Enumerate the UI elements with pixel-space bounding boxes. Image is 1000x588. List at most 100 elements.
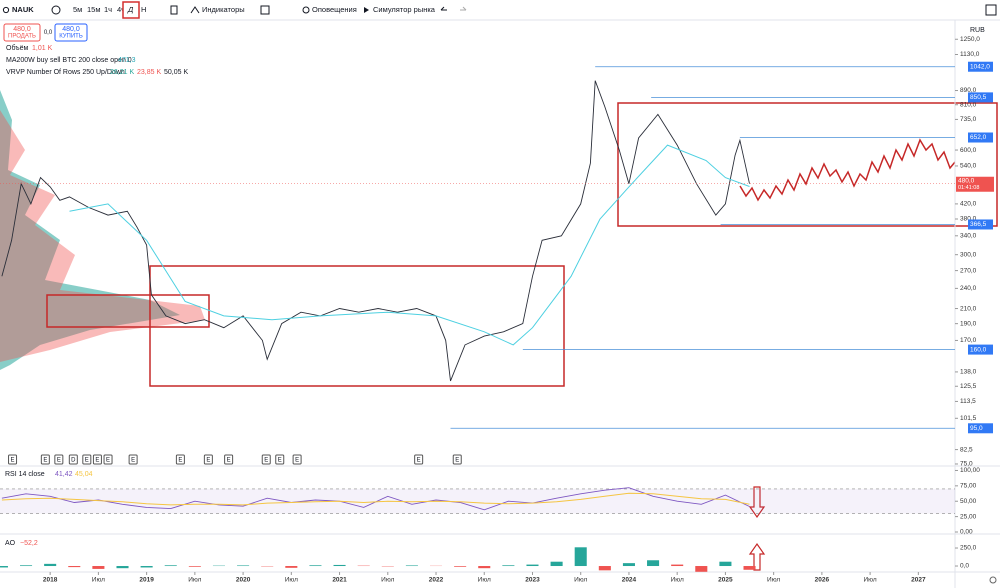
legend-value: 23,85 K [137, 69, 161, 76]
panel-value: 41,42 [55, 471, 73, 478]
event-marker[interactable] [68, 454, 78, 465]
indicators-icon[interactable] [190, 6, 200, 14]
event-label: D [71, 458, 76, 464]
event-label: E [278, 458, 282, 464]
legend-ma: MA200W buy sell BTC 200 close open 0 [6, 57, 132, 64]
ao-bar [695, 566, 708, 572]
event-marker[interactable] [292, 454, 302, 465]
volume-profile-up [0, 90, 180, 370]
x-tick-label: Июл [188, 577, 201, 584]
add-symbol[interactable] [51, 5, 61, 15]
event-marker[interactable] [92, 454, 102, 465]
y-tick-label: 890,0 [960, 87, 977, 94]
event-marker[interactable] [224, 454, 234, 465]
ao-bar [68, 566, 81, 568]
y-tick-label: 75,0 [960, 461, 973, 468]
level-tag-label: 160,0 [970, 346, 987, 353]
interval[interactable]: 15м [87, 5, 101, 14]
event-marker[interactable] [40, 454, 50, 465]
replay-button[interactable]: Симулятор рынка [373, 5, 436, 14]
alerts-button[interactable]: Оповещения [312, 5, 357, 14]
ao-bar [0, 566, 8, 568]
event-label: E [43, 458, 47, 464]
down-arrow [748, 486, 766, 519]
event-marker[interactable] [54, 454, 64, 465]
search-icon[interactable] [2, 6, 10, 14]
x-tick-label: 2021 [332, 577, 347, 584]
y-tick-label: 380,0 [960, 216, 977, 223]
y-tick-label: 82,5 [960, 446, 973, 453]
event-label: E [57, 458, 61, 464]
interval[interactable]: Д [127, 5, 134, 14]
chart-type-icon[interactable] [170, 5, 178, 15]
ao-bar [478, 566, 491, 569]
event-marker[interactable] [203, 454, 213, 465]
interval[interactable]: 5м [73, 5, 82, 14]
x-tick-label: Июл [92, 577, 105, 584]
symbol[interactable]: NAUK [12, 5, 34, 14]
range-box [617, 102, 998, 227]
y-tick-label: 735,0 [960, 116, 977, 123]
y-tick-label: 270,0 [960, 267, 977, 274]
event-marker[interactable] [452, 454, 462, 465]
y-tick-label: 240,0 [960, 285, 977, 292]
event-marker[interactable] [175, 454, 185, 465]
legend-value: 1,01 K [32, 45, 53, 52]
y-tick-label: 75,00 [960, 483, 977, 490]
last-price-label: 480,0 [958, 177, 975, 184]
legend-value: 50,05 K [164, 69, 188, 76]
last-price-tag [956, 176, 994, 192]
y-tick-label: 125,5 [960, 383, 977, 390]
level-tag-label: 1042,0 [970, 63, 990, 70]
event-marker[interactable] [261, 454, 271, 465]
ao-bar [622, 563, 635, 567]
event-marker[interactable] [128, 454, 138, 465]
ao-bar [20, 565, 33, 567]
level-tag [968, 344, 993, 355]
ao-bar [140, 566, 153, 568]
x-tick-label: Июл [767, 577, 780, 584]
settings-icon[interactable] [989, 576, 997, 584]
event-marker[interactable] [82, 454, 92, 465]
event-label: E [295, 458, 299, 464]
sell-button[interactable] [3, 23, 41, 42]
undo[interactable] [440, 6, 447, 11]
redo[interactable] [460, 6, 467, 11]
interval[interactable]: 4ч [117, 5, 125, 14]
event-label: E [11, 458, 15, 464]
ao-bar [188, 566, 201, 567]
ao-bar [502, 565, 515, 567]
layout-icon[interactable] [260, 5, 270, 15]
event-marker[interactable] [8, 454, 18, 465]
series-line [69, 144, 750, 346]
x-tick-label: Июл [285, 577, 298, 584]
y-tick-label: 138,0 [960, 369, 977, 376]
event-marker[interactable] [275, 454, 285, 465]
fullscreen[interactable] [985, 4, 997, 16]
y-tick-label: 101,5 [960, 415, 977, 422]
x-tick-label: Июл [671, 577, 684, 584]
event-marker[interactable] [414, 454, 424, 465]
event-label: E [131, 458, 135, 464]
ao-bar [574, 547, 587, 567]
level-tag [968, 61, 993, 72]
volume-profile-down [0, 110, 205, 362]
alert-icon[interactable] [302, 6, 310, 14]
y-tick-label: 300,0 [960, 251, 977, 258]
interval[interactable]: Н [141, 5, 146, 14]
interval[interactable]: 1ч [104, 5, 112, 14]
panel-title: AO [5, 540, 16, 547]
level-tag-label: 366,5 [970, 221, 987, 228]
buy-price: 480,0 [62, 26, 80, 33]
legend-value: 26,21 K [110, 69, 134, 76]
ao-bar [285, 566, 298, 568]
event-label: E [455, 458, 459, 464]
ao-bar [454, 566, 467, 567]
buy-button[interactable] [54, 23, 88, 42]
ao-bar [671, 564, 684, 567]
event-marker[interactable] [103, 454, 113, 465]
indicators-button[interactable]: Индикаторы [202, 5, 245, 14]
ao-bar [116, 566, 129, 569]
replay-icon[interactable] [364, 7, 369, 13]
